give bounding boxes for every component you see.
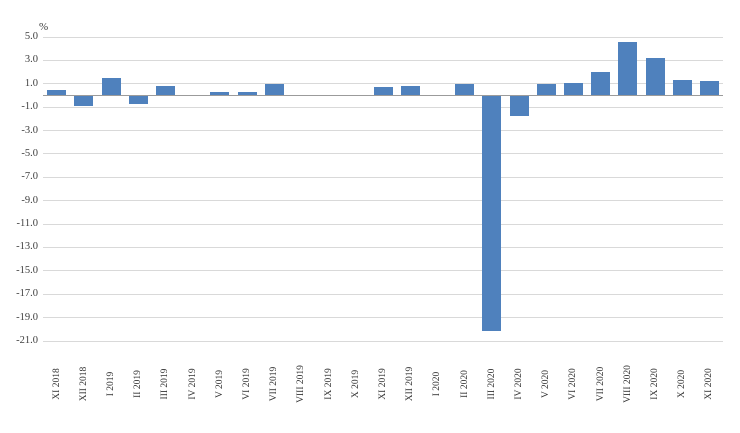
y-axis-tick-label: 5.0 (24, 31, 38, 42)
y-axis-tick-label: -1.0 (21, 101, 38, 113)
x-axis-tick-label: III 2019 (160, 368, 171, 400)
bar (264, 83, 284, 96)
gridline (43, 153, 723, 155)
gridline (43, 200, 723, 202)
bar (74, 95, 94, 107)
bar (591, 72, 611, 96)
x-axis-tick-label: VI 2019 (242, 368, 252, 400)
x-axis-tick-label: I 2020 (432, 371, 443, 397)
x-axis-tick-label: I 2019 (106, 371, 116, 397)
gridline (43, 130, 723, 132)
x-axis-tick-label: IV 2020 (514, 368, 524, 400)
bar (373, 87, 393, 96)
x-axis-tick-label: III 2020 (486, 368, 497, 400)
x-axis-tick-label: XII 2018 (78, 366, 89, 402)
y-axis-tick-label: -7.0 (21, 171, 38, 183)
gridline (43, 270, 723, 272)
bar (155, 86, 175, 96)
x-axis-tick-label: V 2019 (214, 369, 225, 399)
zero-axis-line (43, 94, 723, 96)
bar (210, 91, 230, 96)
bar (672, 80, 692, 96)
gridline (43, 293, 723, 295)
x-axis-tick-label: V 2020 (541, 369, 552, 399)
y-axis-tick-label: -13.0 (16, 241, 38, 253)
x-axis-tick-label: X 2019 (350, 369, 361, 399)
bar (645, 58, 665, 96)
y-axis-tick-label: -5.0 (21, 147, 38, 159)
gridline (43, 340, 723, 342)
gridline (43, 223, 723, 225)
y-axis-tick-label: -19.0 (16, 311, 38, 323)
y-axis-unit-label: % (39, 21, 49, 33)
x-axis-tick-label: VII 2020 (595, 366, 606, 402)
bar (509, 95, 529, 116)
bar (128, 95, 148, 105)
bar (563, 82, 583, 96)
x-axis-tick-label: XI 2019 (378, 368, 388, 400)
bar (101, 77, 121, 96)
gridline (43, 246, 723, 248)
bar (618, 41, 638, 96)
x-axis-tick-label: XI 2020 (704, 368, 715, 400)
x-axis-tick-label: IX 2019 (323, 368, 334, 400)
x-axis-tick-label: VIII 2020 (622, 365, 633, 403)
bar (536, 83, 556, 96)
x-axis-tick-label: II 2019 (133, 370, 144, 398)
x-axis-tick-label: VIII 2019 (296, 365, 307, 403)
bar (699, 81, 719, 96)
gridline (43, 36, 723, 38)
y-axis-tick-label: -17.0 (16, 288, 38, 300)
y-axis-tick-label: 3.0 (24, 54, 38, 66)
y-axis-tick-label: -11.0 (16, 218, 38, 230)
x-axis-tick-label: IV 2019 (187, 368, 198, 400)
x-axis-tick-label: X 2020 (677, 369, 688, 399)
bar (47, 89, 67, 96)
gridline (43, 83, 723, 85)
gridline (43, 59, 723, 61)
x-axis-tick-label: XII 2019 (405, 366, 416, 402)
y-axis-tick-label: 1.0 (24, 77, 38, 89)
bar (237, 91, 257, 96)
bar (455, 83, 475, 96)
x-axis-tick-label: II 2020 (459, 370, 470, 398)
bar (400, 86, 420, 96)
gridline (43, 317, 723, 319)
gridline (43, 106, 723, 108)
y-axis-tick-label: -9.0 (21, 194, 38, 206)
y-axis-tick-label: -21.0 (16, 335, 38, 346)
y-axis-tick-label: -15.0 (16, 264, 38, 276)
gridline (43, 176, 723, 178)
x-axis-tick-label: VII 2019 (269, 366, 280, 402)
bar (482, 95, 502, 331)
x-axis-tick-label: IX 2020 (650, 368, 660, 400)
x-axis-tick-label: VI 2020 (568, 368, 579, 400)
x-axis-tick-label: XI 2018 (51, 368, 62, 400)
y-axis-tick-label: -3.0 (21, 124, 38, 136)
